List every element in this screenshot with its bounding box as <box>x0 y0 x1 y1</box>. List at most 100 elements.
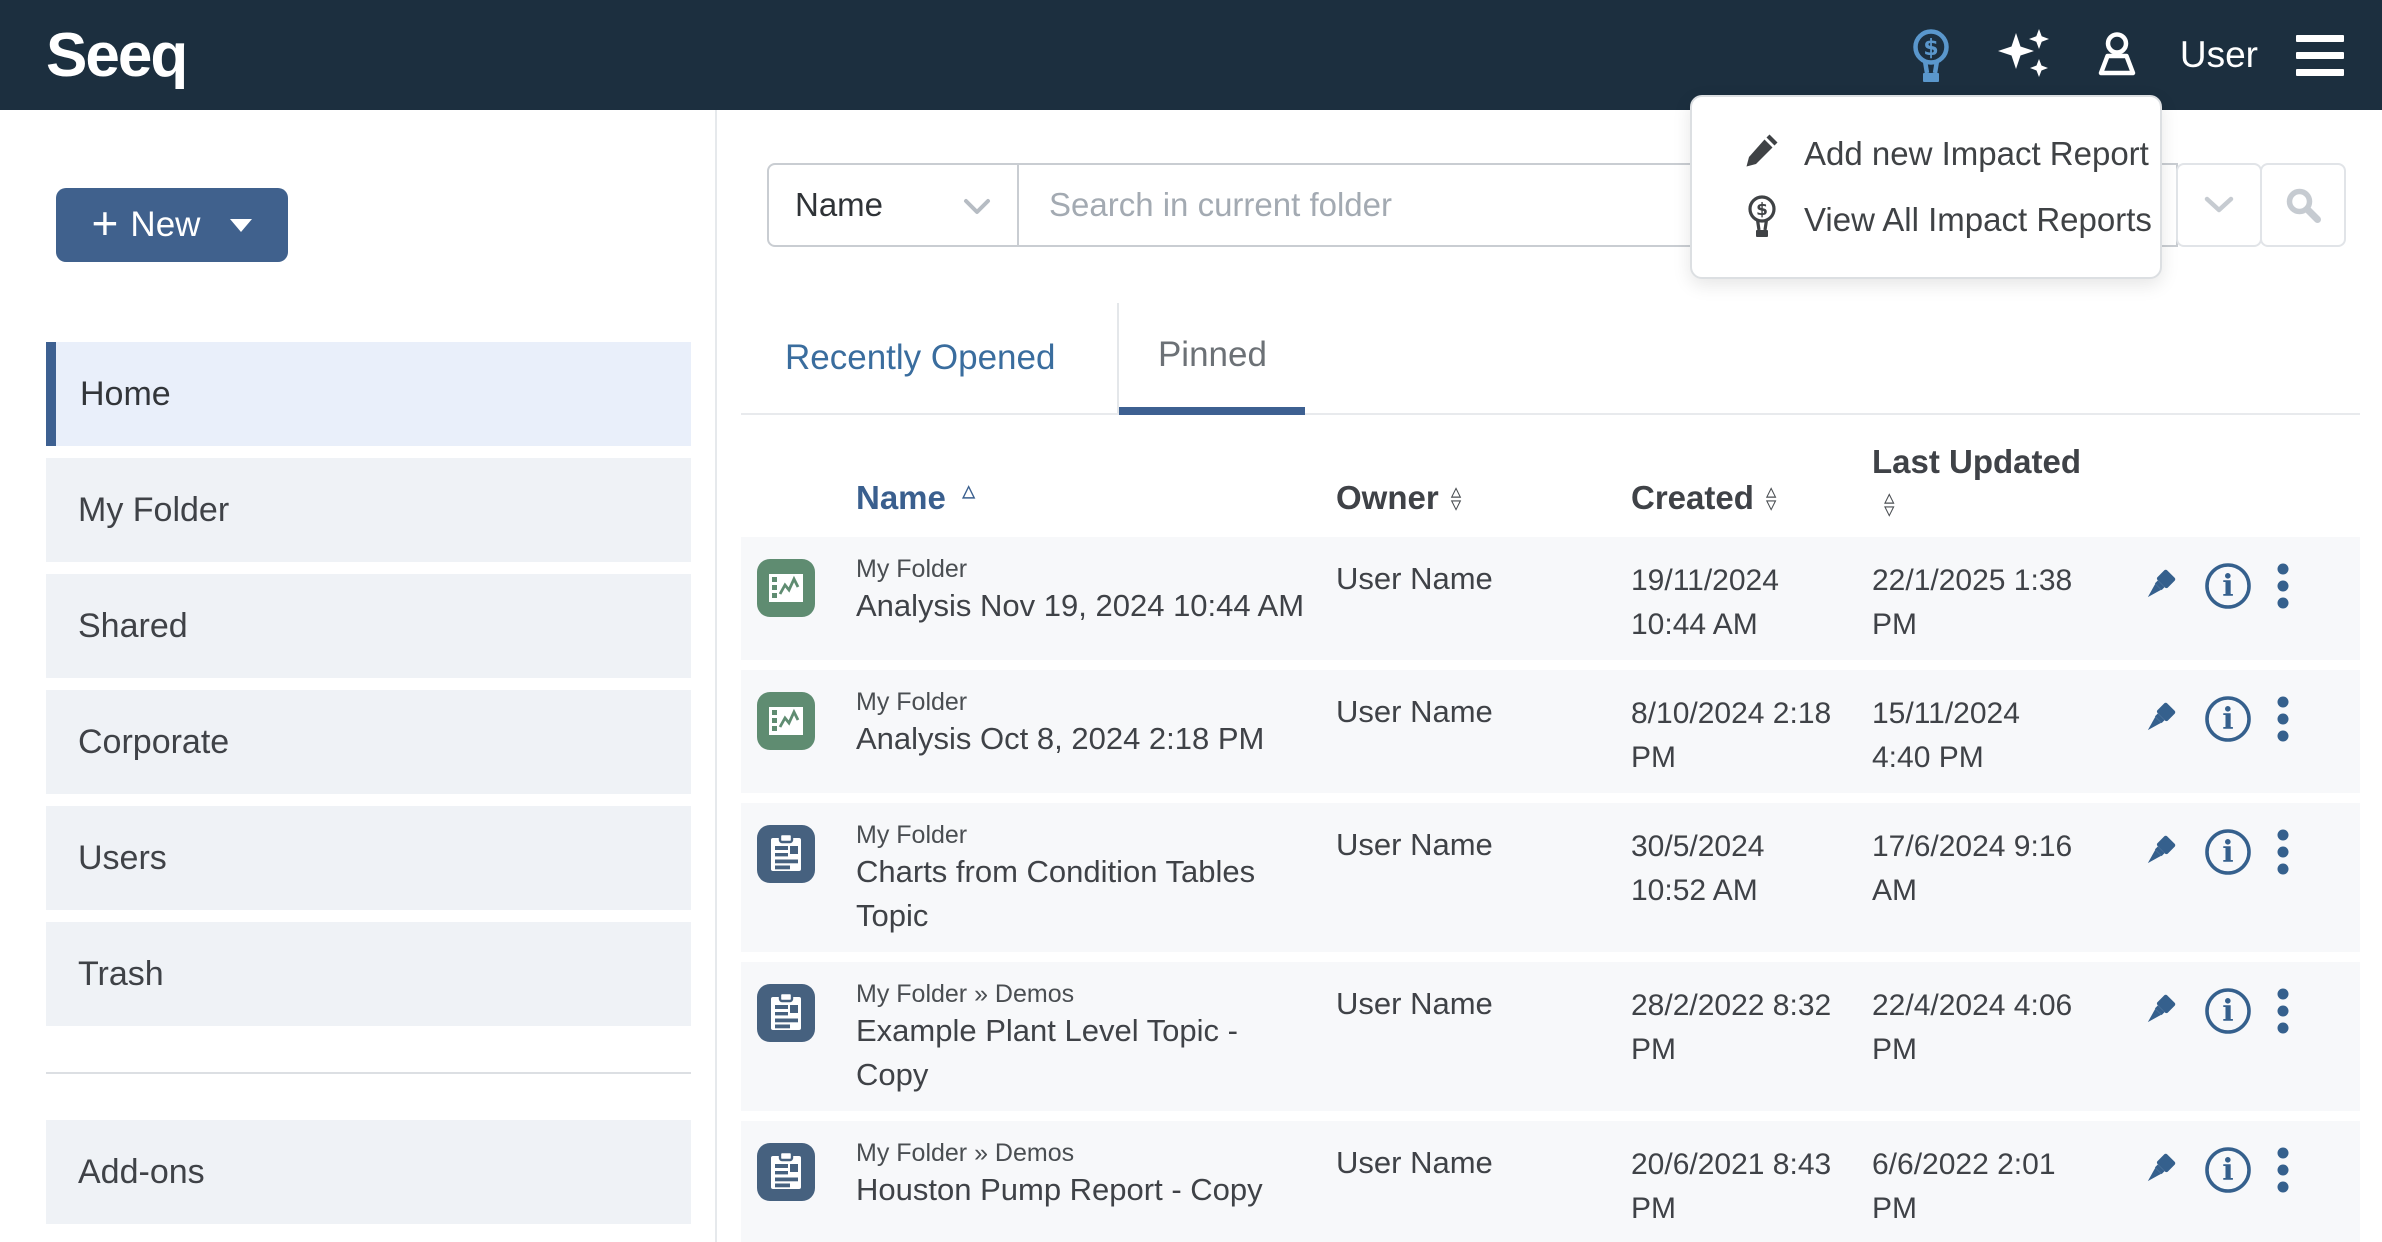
row-created: 19/11/2024 10:44 AM <box>1631 564 1779 641</box>
column-header-created[interactable]: Created ▵ ▿ <box>1631 479 1777 517</box>
search-field-select[interactable]: Name <box>767 163 1019 247</box>
kebab-menu-icon[interactable] <box>2277 563 2289 609</box>
info-icon[interactable]: i <box>2203 561 2253 611</box>
row-folder-path[interactable]: My Folder <box>856 821 968 850</box>
kebab-menu-icon[interactable] <box>2277 829 2289 875</box>
plus-icon: + <box>91 196 119 249</box>
row-created: 30/5/2024 10:52 AM <box>1631 830 1765 907</box>
row-owner: User Name <box>1336 827 1493 863</box>
table-row[interactable]: My Folder Analysis Nov 19, 2024 10:44 AM… <box>741 537 2360 661</box>
sidebar-item-label: Shared <box>78 606 188 645</box>
tab-separator <box>1117 303 1120 413</box>
svg-text:i: i <box>2222 569 2233 604</box>
user-profile-icon[interactable] <box>2092 30 2142 80</box>
search-field-value: Name <box>795 186 884 223</box>
row-updated: 17/6/2024 9:16 AM <box>1872 830 2073 907</box>
svg-text:$: $ <box>1923 36 1938 61</box>
row-name-link[interactable]: Houston Pump Report - Copy <box>856 1172 1263 1208</box>
hamburger-menu-icon[interactable] <box>2296 34 2344 76</box>
svg-text:i: i <box>2222 994 2233 1029</box>
seeq-logo: Seeq <box>46 20 188 90</box>
row-folder-path[interactable]: My Folder » Demos <box>856 1139 1075 1168</box>
svg-text:i: i <box>2222 1153 2233 1188</box>
row-updated: 22/4/2024 4:06 PM <box>1872 989 2073 1066</box>
info-icon[interactable]: i <box>2203 986 2253 1036</box>
info-icon[interactable]: i <box>2203 827 2253 877</box>
main-content: Name Recently Opened <box>719 110 2382 1242</box>
kebab-menu-icon[interactable] <box>2277 1147 2289 1193</box>
new-button-label: New <box>130 205 201 244</box>
kebab-menu-icon[interactable] <box>2277 988 2289 1034</box>
svg-text:i: i <box>2222 835 2233 870</box>
topic-icon <box>757 825 815 887</box>
row-folder-path[interactable]: My Folder <box>856 688 968 717</box>
lightbulb-dollar-icon: $ <box>1744 193 1780 247</box>
ai-assistant-sparkles-icon[interactable] <box>1992 27 2054 83</box>
info-icon[interactable]: i <box>2203 694 2253 744</box>
row-owner: User Name <box>1336 694 1493 730</box>
top-navigation-bar: Seeq $ <box>0 0 2382 110</box>
column-header-last-updated[interactable]: Last Updated ▵ ▿ <box>1872 443 2082 523</box>
topic-icon <box>757 984 815 1046</box>
table-row[interactable]: My Folder Analysis Oct 8, 2024 2:18 PM U… <box>741 670 2360 794</box>
row-name-link[interactable]: Analysis Nov 19, 2024 10:44 AM <box>856 588 1305 624</box>
sidebar-item-shared[interactable]: Shared <box>46 574 691 678</box>
user-name-label[interactable]: User <box>2179 34 2258 75</box>
row-folder-path[interactable]: My Folder » Demos <box>856 980 1075 1009</box>
impact-reports-lightbulb-icon[interactable]: $ <box>1908 26 1954 84</box>
folder-sidebar: + New Home My Folder Shared Corporate Us… <box>0 110 717 1242</box>
row-folder-path[interactable]: My Folder <box>856 555 968 584</box>
sidebar-item-trash[interactable]: Trash <box>46 922 691 1026</box>
search-submit-button[interactable] <box>2260 163 2346 247</box>
column-header-owner[interactable]: Owner ▵ ▿ <box>1336 479 1462 517</box>
content-tabs: Recently Opened Pinned <box>741 303 2360 415</box>
sidebar-item-home[interactable]: Home <box>46 342 691 446</box>
topic-icon <box>757 1143 815 1205</box>
row-name-link[interactable]: Analysis Oct 8, 2024 2:18 PM <box>856 721 1265 757</box>
row-name-link[interactable]: Charts from Condition Tables Topic <box>856 854 1256 934</box>
tab-pinned[interactable]: Pinned <box>1119 303 1306 415</box>
sidebar-item-users[interactable]: Users <box>46 806 691 910</box>
row-owner: User Name <box>1336 986 1493 1022</box>
sort-ascending-icon: ▵ <box>961 474 976 506</box>
pin-icon[interactable] <box>2139 832 2179 872</box>
table-row[interactable]: My Folder » Demos Houston Pump Report - … <box>741 1121 2360 1242</box>
menu-item-add-impact-report[interactable]: Add new Impact Report <box>1692 121 2160 187</box>
row-created: 20/6/2021 8:43 PM <box>1631 1148 1832 1225</box>
row-name-link[interactable]: Example Plant Level Topic - Copy <box>856 1013 1238 1093</box>
sidebar-divider <box>46 1072 691 1074</box>
pin-icon[interactable] <box>2139 566 2179 606</box>
tab-recently-opened[interactable]: Recently Opened <box>741 303 1117 413</box>
sidebar-item-corporate[interactable]: Corporate <box>46 690 691 794</box>
menu-item-label: View All Impact Reports <box>1804 201 2152 238</box>
table-row[interactable]: My Folder » Demos Example Plant Level To… <box>741 962 2360 1112</box>
pin-icon[interactable] <box>2139 1150 2179 1190</box>
table-header: Name ▵ Owner ▵ ▿ Created ▵ ▿ Last Updated <box>741 415 2360 537</box>
pin-icon[interactable] <box>2139 991 2179 1031</box>
analysis-icon <box>757 692 815 754</box>
new-button[interactable]: + New <box>56 188 288 262</box>
row-updated: 15/11/2024 4:40 PM <box>1872 697 2020 774</box>
pin-icon[interactable] <box>2139 699 2179 739</box>
search-icon <box>2286 188 2321 223</box>
menu-item-view-impact-reports[interactable]: $ View All Impact Reports <box>1692 187 2160 253</box>
sidebar-item-label: Corporate <box>78 722 230 761</box>
sidebar-item-label: Users <box>78 838 167 877</box>
sidebar-item-label: My Folder <box>78 490 230 529</box>
kebab-menu-icon[interactable] <box>2277 696 2289 742</box>
menu-item-label: Add new Impact Report <box>1804 135 2149 172</box>
row-updated: 6/6/2022 2:01 PM <box>1872 1148 2056 1225</box>
column-header-name[interactable]: Name ▵ <box>856 474 976 517</box>
row-owner: User Name <box>1336 561 1493 597</box>
sidebar-item-my-folder[interactable]: My Folder <box>46 458 691 562</box>
sidebar-item-add-ons[interactable]: Add-ons <box>46 1120 691 1224</box>
row-updated: 22/1/2025 1:38 PM <box>1872 564 2073 641</box>
row-created: 28/2/2022 8:32 PM <box>1631 989 1832 1066</box>
svg-text:i: i <box>2222 702 2233 737</box>
advanced-search-toggle-button[interactable] <box>2176 163 2262 247</box>
sort-icon: ▵ ▿ <box>1450 479 1462 517</box>
info-icon[interactable]: i <box>2203 1145 2253 1195</box>
analysis-icon <box>757 559 815 621</box>
table-row[interactable]: My Folder Charts from Condition Tables T… <box>741 803 2360 953</box>
chevron-down-icon <box>963 186 991 224</box>
